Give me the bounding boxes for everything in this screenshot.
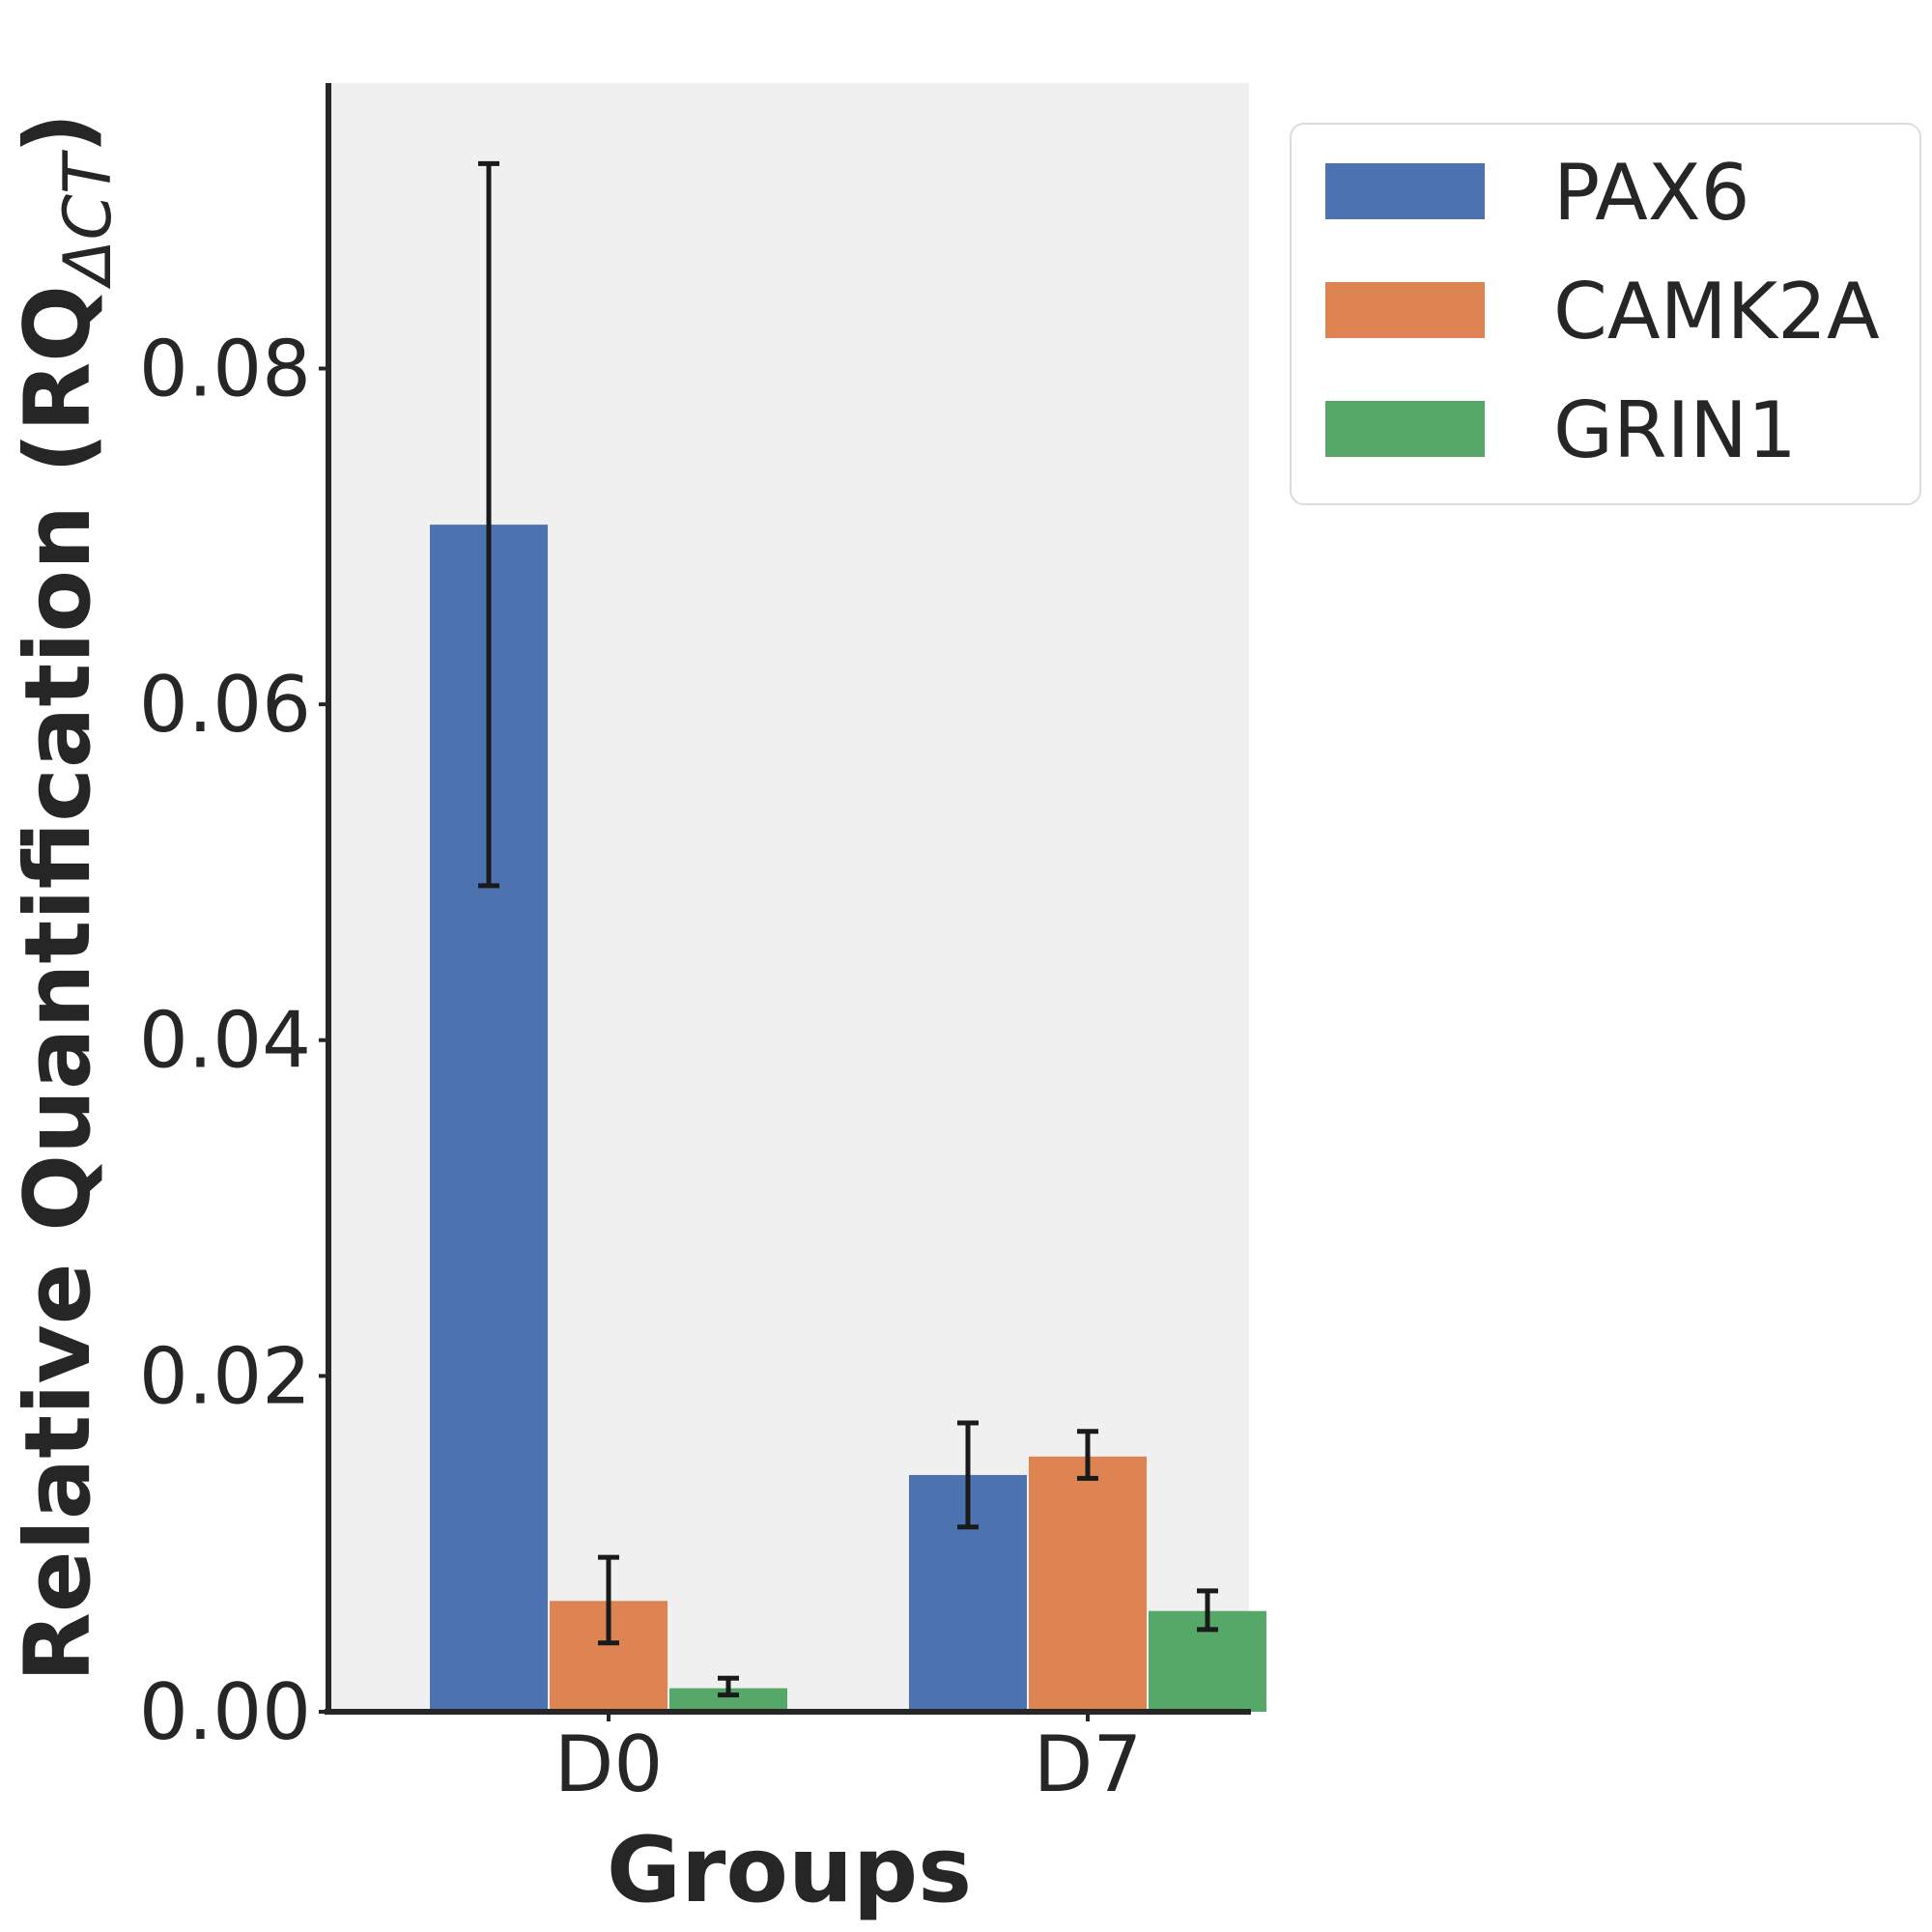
legend-swatch-camk2a [1325,282,1485,338]
y-tick-label: 0.04 [139,996,311,1086]
legend-label-grin1: GRIN1 [1553,385,1797,475]
y-axis-title-main: Relative Quantification (RQ [6,285,111,1683]
y-axis-title-close: ) [6,112,111,154]
error-bars-group [478,160,1218,1698]
legend-swatch-pax6 [1325,163,1485,219]
error-bar-grin1-d7 [1197,1588,1218,1633]
y-axis-title: Relative Quantification (RQΔCT) [6,112,127,1682]
y-tick-label: 0.08 [139,324,311,413]
y-ticks-group: 0.00 0.02 0.04 0.06 0.08 [139,324,328,1757]
y-tick-label: 0.06 [139,660,311,750]
y-axis-title-subscript: ΔCT [50,150,127,290]
y-tick-label: 0.02 [139,1331,311,1421]
bar-camk2a-d7 [1029,1456,1147,1712]
legend: PAX6 CAMK2A GRIN1 [1290,123,1921,505]
legend-label-pax6: PAX6 [1553,148,1750,238]
x-tick-label-d0: D0 [554,1719,664,1809]
error-bar-camk2a-d0 [598,1554,619,1646]
error-bar-pax6-d0 [478,160,499,889]
legend-label-camk2a: CAMK2A [1553,267,1880,356]
legend-swatch-grin1 [1325,401,1485,457]
y-tick-label: 0.00 [139,1667,311,1757]
x-tick-label-d7: D7 [1034,1719,1143,1809]
x-axis-title: Groups [607,1818,972,1923]
error-bar-grin1-d0 [718,1675,739,1698]
x-ticks-group: D0 D7 [554,1712,1143,1809]
error-bar-camk2a-d7 [1077,1429,1098,1481]
error-bar-pax6-d7 [957,1420,979,1530]
